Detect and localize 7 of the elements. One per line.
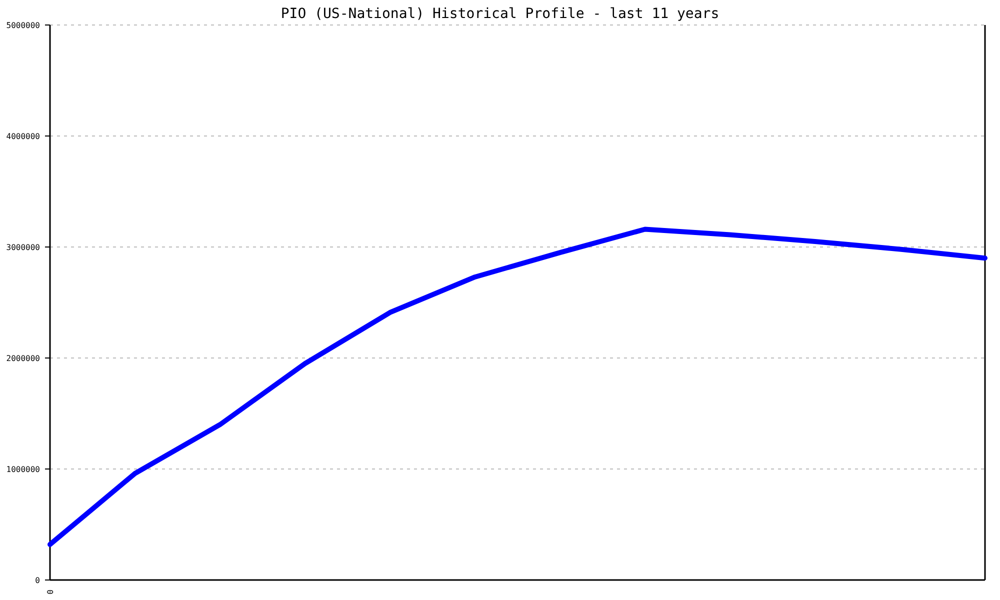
- y-tick-label: 3000000: [6, 242, 40, 252]
- y-tick-label: 5000000: [6, 20, 40, 30]
- category-label: 0: [46, 590, 55, 594]
- y-tick-label: 1000000: [6, 464, 40, 474]
- y-tick-label: 2000000: [6, 354, 40, 363]
- chart-title: PIO (US-National) Historical Profile - last 11 years: [280, 6, 720, 22]
- y-tick-label: 4000000: [6, 132, 40, 141]
